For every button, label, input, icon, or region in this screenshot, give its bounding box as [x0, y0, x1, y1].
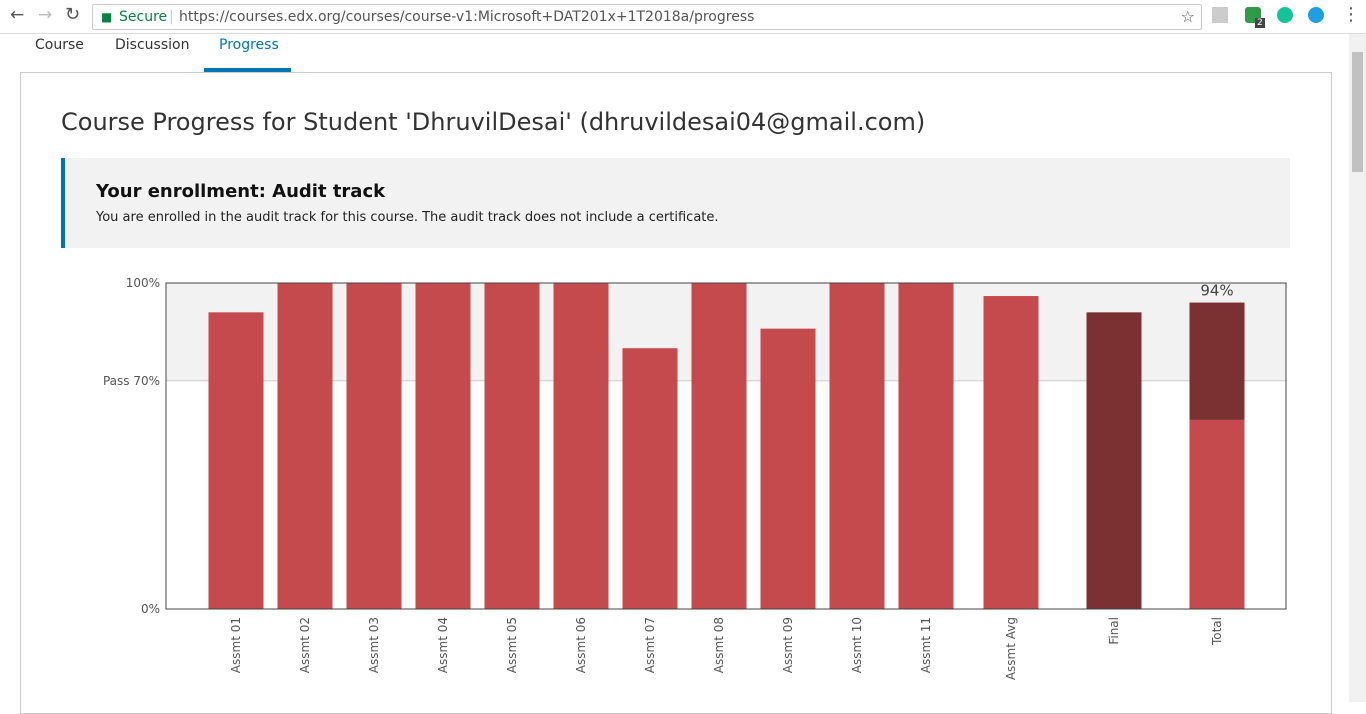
x-tick-label: Assmt 06 — [574, 617, 588, 673]
address-bar[interactable]: ■ Secure | https://courses.edx.org/cours… — [92, 4, 1202, 30]
bar — [898, 283, 954, 609]
bar — [277, 283, 333, 609]
tab[interactable]: Course — [35, 37, 84, 53]
y-tick-label: Pass 70% — [103, 374, 160, 388]
bar — [983, 296, 1039, 609]
progress-chart: 0% Pass 70% 100% Assmt 01 Assmt 02 Assmt 03 As… — [103, 276, 1287, 680]
page-title: Course Progress for Student 'DhruvilDesa… — [61, 108, 926, 136]
bar — [829, 283, 885, 609]
enrollment-title: Your enrollment: Audit track — [96, 181, 386, 202]
plot-frame — [165, 282, 1287, 610]
browser-toolbar: ← → ↻ ■ Secure | https://courses.edx.org… — [0, 0, 1366, 34]
y-tick-label: 0% — [141, 602, 160, 616]
x-tick-label: Assmt 04 — [436, 617, 450, 673]
x-tick-label: Assmt 09 — [781, 617, 795, 673]
forward-button[interactable]: → — [38, 5, 53, 25]
scrollbar[interactable] — [1349, 34, 1366, 702]
bar — [1086, 312, 1142, 609]
separator: | — [169, 9, 174, 25]
tab[interactable]: Discussion — [115, 37, 190, 53]
tab-underline — [204, 68, 291, 72]
x-tick-label: Assmt 11 — [919, 617, 933, 673]
enrollment-box: Your enrollment: Audit track You are enr… — [61, 158, 1290, 248]
back-button[interactable]: ← — [10, 5, 25, 25]
tab-active[interactable]: Progress — [219, 37, 279, 53]
total-label: 94% — [1200, 282, 1233, 300]
x-tick-label: Assmt 08 — [712, 617, 726, 673]
bar — [208, 312, 264, 609]
lock-icon: ■ — [101, 10, 113, 24]
enrollment-text: You are enrolled in the audit track for … — [96, 210, 719, 225]
bar — [415, 283, 471, 609]
x-tick-label: Assmt 10 — [850, 617, 864, 673]
x-tick-label: Assmt 03 — [367, 617, 381, 673]
y-tick-label: 100% — [126, 276, 160, 290]
bookmark-star[interactable]: ☆ — [1180, 7, 1195, 26]
bar — [760, 328, 816, 609]
reload-button[interactable]: ↻ — [65, 4, 81, 25]
url: https://courses.edx.org/courses/course-v… — [179, 9, 755, 25]
extension-icon[interactable] — [1212, 7, 1228, 23]
x-tick-label: Assmt 07 — [643, 617, 657, 673]
x-tick-label: Total — [1210, 617, 1224, 646]
scroll-thumb[interactable] — [1352, 52, 1363, 172]
menu-button[interactable]: ⋮ — [1342, 4, 1360, 25]
x-tick-label: Assmt 02 — [298, 617, 312, 673]
extension-icon[interactable] — [1277, 7, 1293, 23]
bar — [622, 348, 678, 609]
bar — [553, 283, 609, 609]
x-tick-label: Final — [1107, 617, 1121, 645]
security-label: Secure — [119, 9, 168, 25]
bar — [484, 283, 540, 609]
x-tick-label: Assmt Avg — [1004, 617, 1018, 680]
bar — [1189, 302, 1245, 420]
x-tick-label: Assmt 01 — [229, 617, 243, 673]
bar — [691, 283, 747, 609]
x-tick-label: Assmt 05 — [505, 617, 519, 673]
extension-icon[interactable] — [1308, 7, 1324, 23]
bar — [1189, 419, 1245, 609]
bar — [346, 283, 402, 609]
extension-badge: 2 — [1255, 18, 1265, 28]
